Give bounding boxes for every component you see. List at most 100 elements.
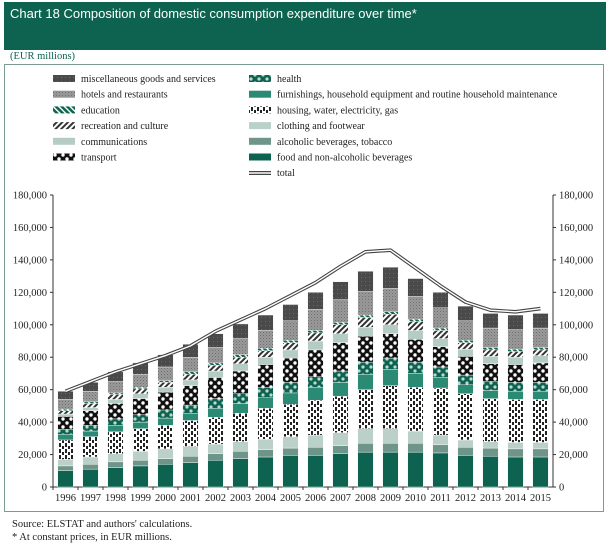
bar-segment-transport-1996 (57, 416, 74, 430)
bar-segment-housing-1997 (82, 436, 99, 458)
bar-segment-alcohol-2012 (457, 447, 474, 456)
bar-segment-hotels-2003 (232, 338, 249, 355)
bar-segment-furnishings-2011 (432, 377, 449, 389)
x-tick-label-2014: 2014 (505, 493, 527, 504)
bar-segment-transport-2004 (257, 364, 274, 388)
bar-segment-furnishings-2005 (282, 392, 299, 405)
bar-segment-misc-2002 (207, 333, 224, 348)
x-tick-label-2006: 2006 (305, 493, 326, 504)
legend-label-left-3: recreation and culture (81, 121, 169, 132)
bar-segment-clothing-2014 (507, 442, 524, 450)
bar-segment-alcohol-1997 (82, 464, 99, 470)
bar-segment-health-2010 (407, 361, 424, 374)
bar-segment-education-2011 (432, 327, 449, 331)
bar-segment-alcohol-2000 (157, 458, 174, 465)
x-tick-label-1996: 1996 (55, 493, 76, 504)
x-tick-label-1998: 1998 (105, 493, 126, 504)
y-tick-label-left: 140,000 (13, 255, 47, 266)
bar-segment-communications-2009 (382, 324, 399, 334)
bar-segment-misc-2012 (457, 305, 474, 321)
y-tick-label-left: 60,000 (18, 385, 47, 396)
y-tick-label-right: 20,000 (559, 450, 588, 461)
bar-segment-food-1998 (107, 467, 124, 488)
bar-segment-communications-2005 (282, 349, 299, 359)
bar-segment-recreation-2002 (207, 365, 224, 372)
bar-segment-clothing-2015 (532, 442, 549, 450)
bar-segment-food-2003 (232, 458, 249, 488)
legend-swatch-hotels (53, 90, 75, 98)
bar-segment-alcohol-2005 (282, 447, 299, 456)
y-tick-label-left: 0 (42, 483, 47, 494)
x-tick-label-1997: 1997 (80, 493, 101, 504)
bar-segment-clothing-2006 (307, 434, 324, 448)
x-tick-label-2009: 2009 (380, 493, 401, 504)
bar-segment-alcohol-2002 (207, 453, 224, 461)
bar-segment-clothing-2004 (257, 438, 274, 450)
legend-label-right-0: health (277, 74, 301, 85)
bar-segment-hotels-2012 (457, 320, 474, 341)
bar-segment-education-2006 (307, 330, 324, 334)
bar-segment-clothing-2010 (407, 430, 424, 444)
legend-label-left-0: miscellaneous goods and services (81, 74, 216, 85)
y-tick-label-left: 80,000 (18, 353, 47, 364)
x-tick-label-2004: 2004 (255, 493, 277, 504)
bar-segment-food-2006 (307, 455, 324, 488)
bar-segment-health-2003 (232, 393, 249, 404)
bar-segment-alcohol-2011 (432, 444, 449, 454)
bar-segment-clothing-2000 (157, 448, 174, 459)
bar-segment-housing-2015 (532, 399, 549, 443)
y-tick-label-right: 80,000 (559, 353, 588, 364)
bar-segment-transport-2001 (182, 385, 199, 406)
x-tick-label-2007: 2007 (330, 493, 351, 504)
bar-segment-furnishings-2002 (207, 408, 224, 418)
unit-label: (EUR millions) (10, 51, 76, 62)
bar-segment-alcohol-2013 (482, 447, 499, 457)
bar-segment-communications-2012 (457, 348, 474, 357)
y-tick-label-right: 100,000 (559, 320, 593, 331)
bar-segment-alcohol-2004 (257, 449, 274, 458)
bar-segment-education-1997 (82, 401, 99, 404)
bar-segment-education-2003 (232, 354, 249, 358)
bar-segment-transport-2013 (482, 363, 499, 382)
bar-segment-transport-2010 (407, 339, 424, 363)
bar-segment-health-2011 (432, 366, 449, 378)
x-tick-label-2012: 2012 (455, 493, 476, 504)
bar-segment-misc-2009 (382, 266, 399, 289)
bar-segment-recreation-2003 (232, 357, 249, 364)
bar-segment-alcohol-2003 (232, 451, 249, 459)
y-tick-label-right: 160,000 (559, 223, 593, 234)
bar-segment-education-2001 (182, 371, 199, 375)
bar-segment-clothing-2009 (382, 428, 399, 444)
y-tick-label-right: 0 (559, 483, 564, 494)
bar-segment-health-2012 (457, 374, 474, 386)
bar-segment-misc-2011 (432, 292, 449, 308)
bar-segment-hotels-2000 (157, 366, 174, 381)
bar-segment-education-2013 (482, 347, 499, 351)
bar-segment-transport-2006 (307, 349, 324, 377)
bar-segment-hotels-1998 (107, 381, 124, 394)
bar-segment-health-1997 (82, 425, 99, 432)
bar-segment-food-2012 (457, 455, 474, 488)
bar-segment-housing-1996 (57, 439, 74, 460)
y-tick-label-left: 20,000 (18, 450, 47, 461)
bar-segment-transport-2009 (382, 333, 399, 359)
legend-swatch-transport (53, 153, 75, 161)
bar-segment-education-1996 (57, 408, 74, 411)
bar-segment-education-2015 (532, 347, 549, 351)
bar-segment-recreation-2012 (457, 342, 474, 350)
bar-segment-alcohol-1999 (132, 460, 149, 467)
bar-segment-education-2007 (332, 322, 349, 325)
bar-segment-recreation-2011 (432, 330, 449, 339)
stacked-bar-chart: miscellaneous goods and services hotels a… (13, 74, 593, 504)
bar-segment-furnishings-2006 (307, 387, 324, 401)
legend-label-right-6: total (277, 168, 295, 179)
bar-segment-misc-2006 (307, 292, 324, 310)
bar-segment-health-2000 (157, 409, 174, 419)
bar-segment-education-2009 (382, 311, 399, 315)
bar-segment-communications-2008 (357, 327, 374, 337)
legend-swatch-education (53, 106, 75, 114)
bar-segment-education-2012 (457, 339, 474, 343)
bar-segment-food-2001 (182, 462, 199, 488)
bar-segment-recreation-2013 (482, 349, 499, 357)
bar-segment-furnishings-2009 (382, 369, 399, 386)
